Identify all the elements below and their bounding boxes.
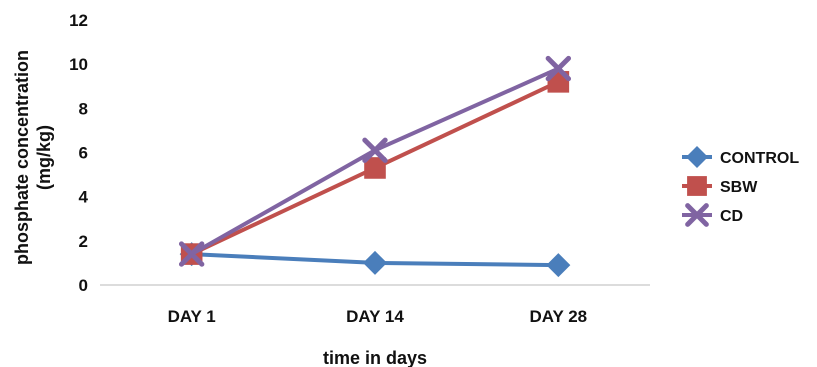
data-point-sbw xyxy=(364,157,386,179)
series-control xyxy=(179,242,571,278)
y-axis-title-line2: (mg/kg) xyxy=(34,125,54,190)
data-point-cd xyxy=(545,55,572,82)
x-tick-label: DAY 1 xyxy=(168,307,216,326)
y-tick-label: 8 xyxy=(79,99,88,118)
y-tick-label: 10 xyxy=(69,55,88,74)
x-tick-label: DAY 14 xyxy=(346,307,404,326)
y-axis-title-line1: phosphate concentration xyxy=(12,50,32,265)
legend-item-sbw: SBW xyxy=(682,176,758,196)
y-tick-label: 4 xyxy=(79,188,89,207)
legend-item-cd: CD xyxy=(682,203,743,227)
data-point-control xyxy=(363,250,387,275)
legend-marker-control xyxy=(686,146,708,168)
series-cd xyxy=(178,55,572,267)
legend: CONTROL SBW CD xyxy=(682,146,799,227)
y-axis-ticks: 0 2 4 6 8 10 12 xyxy=(69,11,88,295)
legend-marker-cd xyxy=(685,203,709,227)
y-tick-label: 2 xyxy=(79,232,88,251)
y-tick-label: 12 xyxy=(69,11,88,30)
y-tick-label: 6 xyxy=(79,144,88,163)
legend-item-control: CONTROL xyxy=(682,146,799,168)
x-axis-ticks: DAY 1 DAY 14 DAY 28 xyxy=(168,307,588,326)
legend-marker-sbw xyxy=(687,176,707,196)
legend-label-cd: CD xyxy=(720,208,743,225)
legend-label-sbw: SBW xyxy=(720,179,758,196)
data-point-control xyxy=(546,253,571,278)
series-layer xyxy=(178,55,572,278)
data-point-cd xyxy=(178,241,205,267)
y-tick-label: 0 xyxy=(79,276,88,295)
x-axis-title: time in days xyxy=(323,348,427,367)
data-point-cd xyxy=(362,137,388,163)
legend-label-control: CONTROL xyxy=(720,150,799,167)
series-sbw xyxy=(180,71,570,265)
x-tick-label: DAY 28 xyxy=(529,307,587,326)
